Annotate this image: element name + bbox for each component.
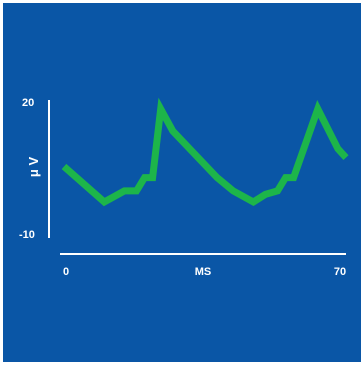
y-tick-label-min: -10 [19,229,35,241]
y-axis-title: μ V [26,157,41,178]
chart-panel [3,3,361,362]
y-tick-label-max: 20 [22,97,34,109]
x-axis-title: MS [195,266,212,278]
x-tick-label-min: 0 [63,266,69,278]
x-tick-label-max: 70 [334,266,346,278]
series-line [61,97,349,207]
